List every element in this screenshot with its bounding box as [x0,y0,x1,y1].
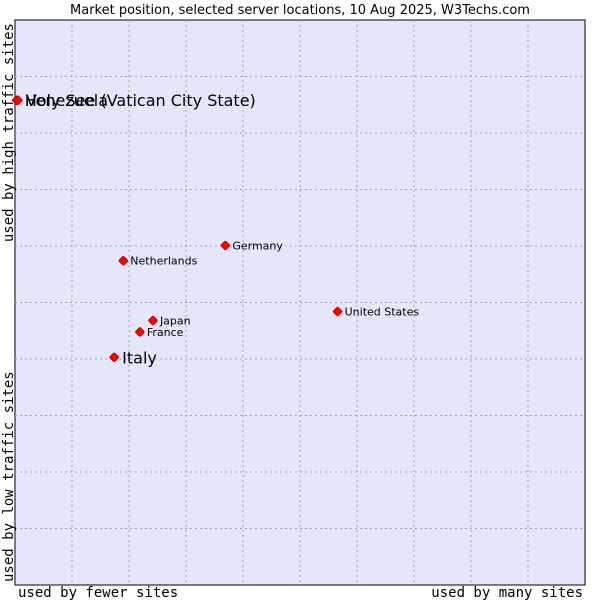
data-label-france: France [147,326,184,339]
data-label-italy: Italy [122,348,157,367]
data-label-netherlands: Netherlands [130,255,197,268]
data-point-japan[interactable] [148,315,158,326]
x-axis-label-left: used by fewer sites [18,585,178,600]
data-label-germany: Germany [232,239,283,252]
data-point-france[interactable] [135,327,145,337]
data-point-italy[interactable] [109,352,119,362]
data-point-netherlands[interactable] [118,256,128,266]
y-axis-label-bottom: used by low traffic sites [1,371,17,582]
data-label-japan: Japan [159,315,191,328]
data-label-venezuela: Venezuela [26,91,108,110]
data-point-germany[interactable] [220,240,230,251]
data-point-venezuela[interactable] [13,95,23,105]
grid-lines [15,20,585,585]
data-label-holy-see-vatican-city-state: Holy See (Vatican City State) [25,91,256,110]
data-label-united-states: United States [345,306,420,319]
x-axis-label-right: used by many sites [431,585,583,600]
chart-title: Market position, selected server locatio… [70,3,530,18]
data-point-united-states[interactable] [332,306,343,317]
y-axis-label-top: used by high traffic sites [1,23,17,242]
data-points: Holy See (Vatican City State)Venezuela It… [12,91,420,367]
